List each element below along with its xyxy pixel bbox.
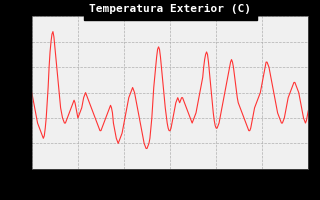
Text: 2025: 2025 [158,5,182,15]
Title: Temperatura Exterior (C): Temperatura Exterior (C) [89,4,251,14]
